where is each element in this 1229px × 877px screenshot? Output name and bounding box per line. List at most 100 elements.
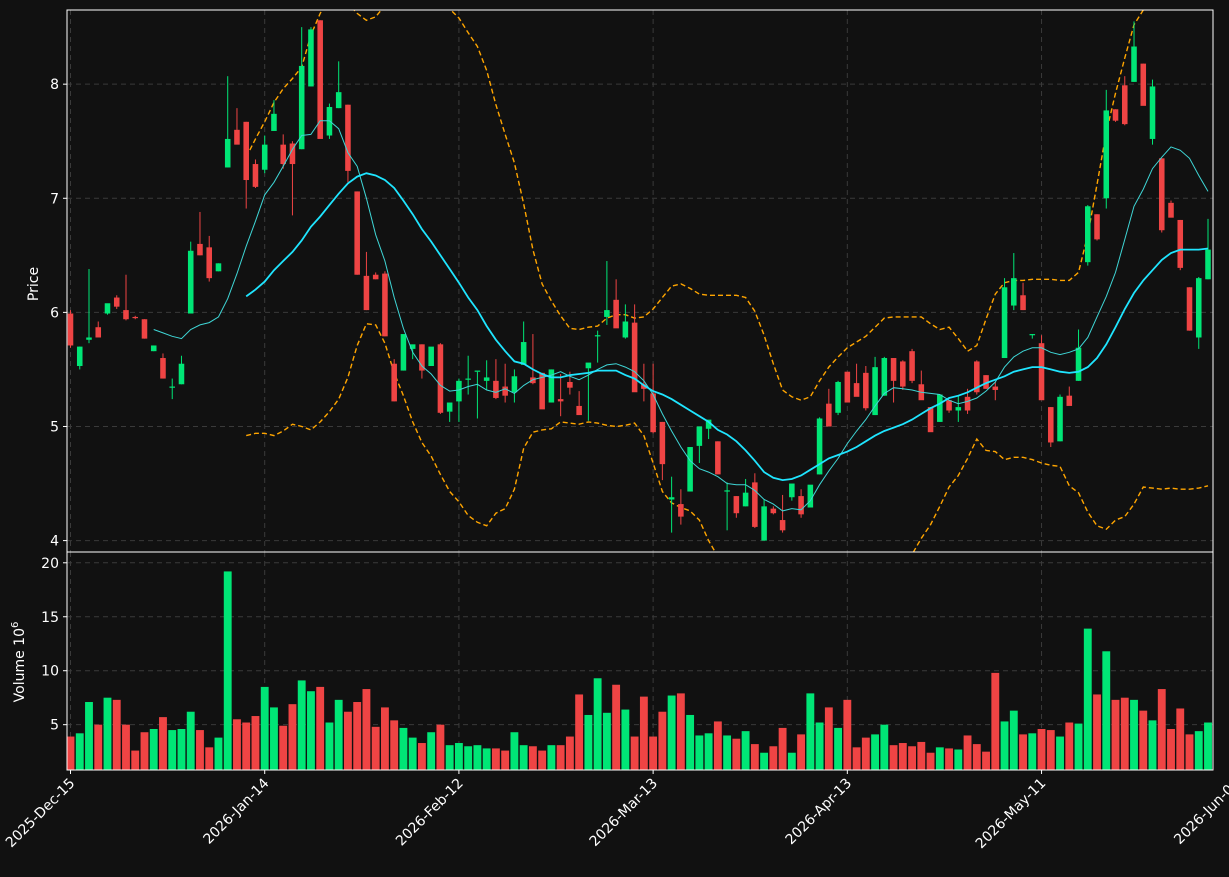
volume-bar bbox=[723, 735, 732, 770]
candle-body bbox=[446, 402, 453, 412]
volume-bar bbox=[140, 732, 149, 770]
volume-y-tick-label: 5 bbox=[50, 718, 59, 734]
volume-bar bbox=[1167, 728, 1175, 770]
candle-body bbox=[807, 484, 814, 508]
candle-body bbox=[881, 358, 888, 396]
volume-bar bbox=[1148, 720, 1157, 770]
volume-bar bbox=[732, 738, 741, 770]
volume-bar bbox=[186, 711, 195, 770]
volume-bar bbox=[686, 714, 695, 770]
candle-body bbox=[964, 396, 971, 411]
volume-bar bbox=[806, 693, 815, 770]
price-axis-label: Price bbox=[26, 267, 42, 301]
moving-average-fast-line bbox=[153, 120, 1209, 512]
volume-bar bbox=[898, 743, 907, 770]
volume-bar bbox=[982, 751, 990, 770]
volume-bar bbox=[972, 744, 981, 770]
candle-body bbox=[816, 418, 823, 475]
volume-bar bbox=[94, 724, 103, 770]
candle-body bbox=[622, 321, 629, 338]
candle-body bbox=[298, 65, 305, 150]
volume-bar bbox=[1194, 731, 1203, 770]
bollinger-lower-line bbox=[246, 323, 1209, 552]
candle-body bbox=[271, 113, 277, 131]
candle-body bbox=[95, 327, 102, 338]
candle-body bbox=[900, 361, 906, 387]
volume-bar bbox=[1093, 694, 1101, 770]
candle-body bbox=[1121, 85, 1128, 125]
volume-bar bbox=[381, 707, 389, 770]
volume-bar bbox=[556, 745, 565, 770]
candle-body bbox=[779, 520, 786, 531]
volume-bar bbox=[1046, 730, 1055, 770]
candle-body bbox=[650, 393, 656, 433]
candle-body bbox=[705, 419, 712, 429]
volume-bar bbox=[926, 752, 935, 770]
candle-body bbox=[1066, 395, 1073, 406]
volume-bar bbox=[778, 727, 787, 770]
candle-body bbox=[289, 143, 296, 165]
volume-bar bbox=[196, 730, 204, 770]
candle-body bbox=[335, 92, 342, 109]
volume-bar bbox=[519, 745, 528, 770]
candle-body bbox=[798, 496, 804, 515]
candle-body bbox=[539, 372, 545, 410]
volume-bar bbox=[639, 696, 648, 770]
volume-bar bbox=[917, 741, 926, 770]
volume-bar bbox=[344, 711, 352, 770]
volume-bar bbox=[482, 748, 491, 770]
volume-bar bbox=[575, 694, 584, 770]
volume-bar bbox=[316, 686, 325, 770]
candle-body bbox=[1057, 396, 1063, 442]
candle-body bbox=[992, 386, 999, 390]
volume-bar bbox=[1130, 699, 1138, 770]
candle-body bbox=[391, 363, 397, 402]
volume-bar bbox=[945, 748, 953, 770]
volume-bar bbox=[131, 750, 140, 770]
bollinger-upper-line bbox=[245, 10, 1145, 401]
volume-bar bbox=[1204, 722, 1212, 770]
volume-bar bbox=[464, 746, 473, 770]
volume-bar bbox=[122, 724, 130, 770]
volume-bar bbox=[834, 727, 843, 770]
candle-body bbox=[613, 299, 619, 329]
candle-body bbox=[419, 344, 425, 371]
volume-bar bbox=[584, 714, 593, 770]
candle-body bbox=[844, 371, 851, 403]
candle-body bbox=[576, 405, 582, 416]
candle-body bbox=[317, 20, 323, 139]
candle-body bbox=[641, 384, 647, 389]
volume-bar bbox=[1157, 689, 1166, 770]
volume-bar bbox=[1019, 734, 1027, 770]
candle-body bbox=[909, 351, 915, 381]
volume-bar bbox=[270, 707, 278, 770]
volume-bar bbox=[427, 732, 436, 770]
volume-bar bbox=[852, 747, 861, 770]
candle-body bbox=[76, 346, 83, 367]
candle-body bbox=[668, 497, 675, 500]
volume-bar bbox=[408, 737, 417, 770]
candle-body bbox=[234, 129, 240, 145]
candle-body bbox=[280, 144, 286, 165]
volume-bar bbox=[288, 704, 297, 770]
volume-bar bbox=[417, 743, 426, 770]
candle-body bbox=[853, 383, 860, 397]
volume-bar bbox=[750, 744, 759, 770]
volume-bar bbox=[704, 733, 713, 770]
volume-bar bbox=[307, 691, 315, 770]
volume-bar bbox=[658, 711, 667, 770]
candle-body bbox=[113, 297, 120, 307]
candle-body bbox=[1149, 86, 1156, 139]
volume-bar bbox=[67, 736, 75, 770]
volume-bar bbox=[1028, 733, 1037, 770]
candle-body bbox=[437, 344, 444, 413]
candle-body bbox=[224, 138, 231, 168]
volume-y-tick-label: 20 bbox=[41, 556, 59, 572]
volume-bar bbox=[713, 721, 722, 770]
volume-bar bbox=[1139, 710, 1148, 770]
volume-bar bbox=[371, 726, 380, 770]
candle-body bbox=[308, 29, 314, 87]
volume-bar bbox=[908, 746, 916, 770]
candle-body bbox=[955, 407, 962, 411]
volume-bar bbox=[454, 743, 463, 770]
